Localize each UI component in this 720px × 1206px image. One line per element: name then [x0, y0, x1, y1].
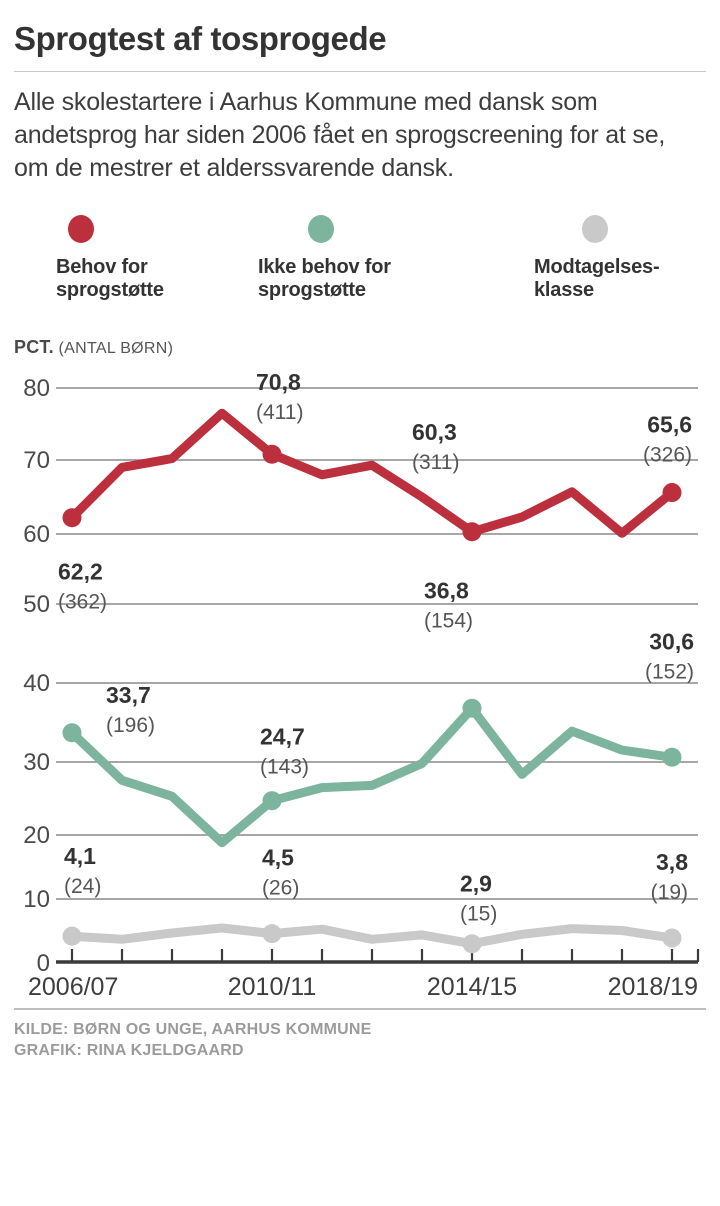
- data-label-value: 36,8: [424, 577, 469, 603]
- y-tick-label: 0: [37, 950, 50, 977]
- legend-dot-red: [68, 214, 94, 243]
- x-tick-label: 2010/11: [228, 973, 317, 1001]
- data-label-count: (19): [651, 881, 688, 904]
- data-point-marker[interactable]: [62, 926, 82, 946]
- page-title: Sprogtest af tosprogede: [14, 20, 387, 57]
- data-point-marker[interactable]: [262, 444, 282, 464]
- legend-label-behov: Behov for sprogstøtte: [56, 255, 164, 302]
- data-point-marker[interactable]: [462, 933, 482, 953]
- data-point-marker[interactable]: [262, 790, 282, 810]
- data-label-count: (154): [424, 609, 473, 632]
- data-label-value: 62,2: [58, 558, 103, 584]
- data-point-marker[interactable]: [262, 923, 282, 943]
- data-label-count: (411): [256, 401, 303, 424]
- y-tick-label: 50: [23, 591, 50, 618]
- y-tick-label: 20: [23, 822, 50, 849]
- title-divider: [14, 70, 706, 72]
- series-line: [67, 703, 677, 847]
- source-line: KILDE: BØRN OG UNGE, AARHUS KOMMUNE: [14, 1020, 372, 1038]
- y-tick-label: 30: [23, 749, 50, 776]
- data-label-value: 24,7: [260, 723, 305, 749]
- data-label-count: (24): [64, 875, 101, 898]
- y-tick-label: 40: [23, 670, 50, 697]
- data-label-count: (15): [460, 902, 497, 925]
- x-tick-label: 2014/15: [427, 973, 517, 1001]
- data-label-value: 33,7: [106, 681, 151, 707]
- data-label-count: (26): [262, 876, 299, 899]
- data-point-marker[interactable]: [662, 928, 682, 948]
- data-point-marker[interactable]: [462, 698, 482, 718]
- footer-divider: [14, 1007, 706, 1010]
- data-point-marker[interactable]: [62, 507, 82, 527]
- data-label-count: (152): [645, 660, 694, 683]
- standfirst-text: Alle skolestartere i Aarhus Kommune med …: [14, 87, 666, 182]
- legend-item-ikke-behov: Ikke behov for sprogstøtte: [258, 214, 391, 303]
- data-point-marker[interactable]: [662, 747, 682, 767]
- chart-legend: Behov for sprogstøtte Ikke behov for spr…: [14, 214, 706, 335]
- legend-dot-green: [308, 214, 334, 243]
- axis-unit: PCT.: [14, 336, 54, 357]
- legend-label-ikke-behov: Ikke behov for sprogstøtte: [258, 255, 391, 302]
- data-label-value: 2,9: [460, 870, 492, 896]
- y-tick-label: 10: [23, 886, 50, 913]
- series-line: [67, 923, 677, 948]
- data-label-count: (143): [260, 755, 309, 778]
- data-label-count: (362): [58, 590, 107, 613]
- x-tick-label: 2006/07: [28, 973, 118, 1001]
- data-label-count: (311): [412, 450, 459, 473]
- data-point-marker[interactable]: [662, 482, 682, 502]
- axis-note: (ANTAL BØRN): [58, 339, 174, 357]
- data-label-count: (196): [106, 713, 155, 736]
- x-tick-label: 2018/19: [608, 973, 698, 1001]
- data-point-marker[interactable]: [62, 722, 82, 742]
- chart-area: 80 70 60 50 40 30 20 10 0 2006/07 2010/11 2014/15 20…: [14, 362, 706, 1002]
- footer-credits: KILDE: BØRN OG UNGE, AARHUS KOMMUNE GRAF…: [14, 1019, 706, 1062]
- legend-item-modtagelsesklasse: Modtagelses- klasse: [534, 214, 660, 303]
- data-label-value: 3,8: [656, 849, 688, 875]
- data-label-value: 60,3: [412, 418, 457, 444]
- data-label-value: 65,6: [647, 411, 692, 437]
- y-tick-label: 80: [23, 375, 50, 402]
- axis-caption: PCT. (ANTAL BØRN): [14, 337, 706, 358]
- data-point-marker[interactable]: [462, 521, 482, 541]
- data-label-value: 4,1: [64, 843, 96, 869]
- data-label-value: 4,5: [262, 844, 294, 870]
- credit-line: GRAFIK: RINA KJELDGAARD: [14, 1042, 244, 1060]
- series-line: [67, 408, 677, 538]
- legend-label-modtagelsesklasse: Modtagelses- klasse: [534, 255, 660, 302]
- legend-dot-gray: [582, 214, 608, 243]
- y-tick-label: 60: [23, 521, 50, 548]
- data-label-count: (326): [643, 443, 692, 466]
- y-tick-label: 70: [23, 447, 50, 474]
- legend-item-behov: Behov for sprogstøtte: [56, 214, 164, 303]
- data-label-value: 30,6: [649, 628, 694, 654]
- infographic-page: Sprogtest af tosprogede Alle skolestarte…: [0, 20, 720, 1206]
- data-label-value: 70,8: [256, 369, 301, 395]
